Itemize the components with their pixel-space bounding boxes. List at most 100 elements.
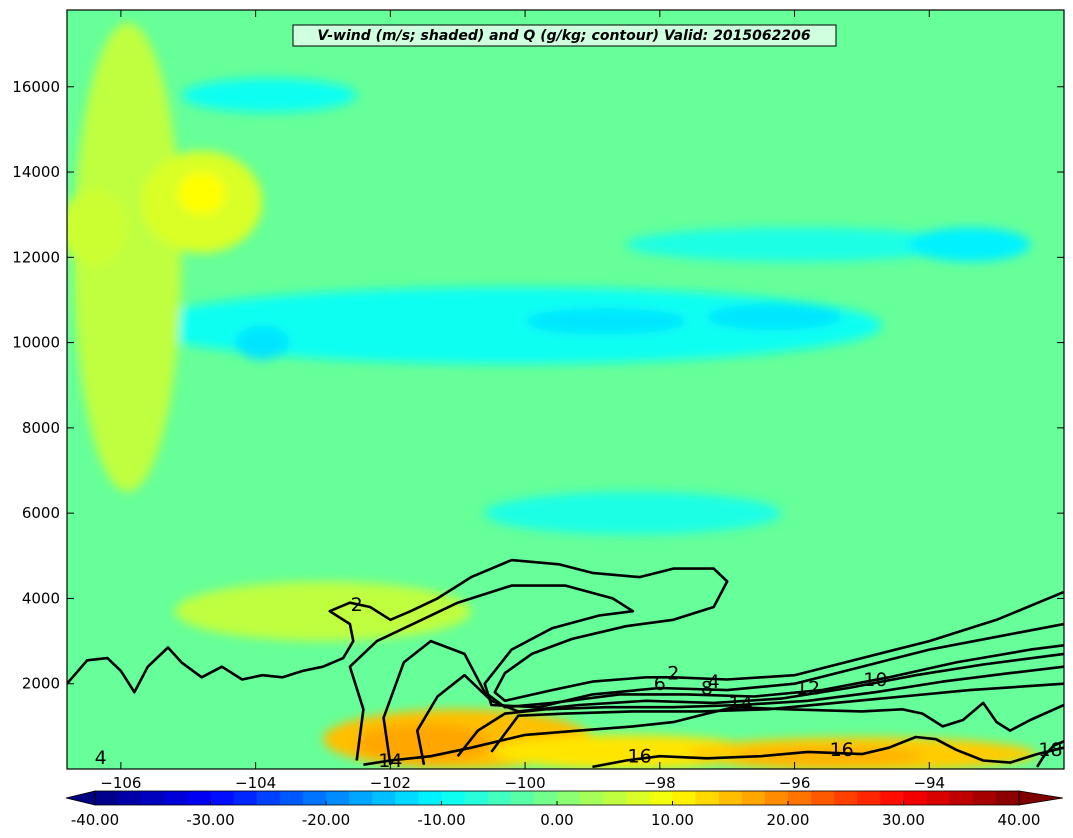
field-region <box>73 22 182 492</box>
shaded-field <box>67 10 1064 769</box>
colorbar-bin <box>926 791 951 805</box>
colorbar-bin <box>441 791 466 805</box>
y-tick-label: 10000 <box>12 334 60 352</box>
field-region <box>67 189 128 266</box>
field-region <box>909 227 1031 262</box>
x-tick-label: −100 <box>504 774 545 792</box>
colorbar-bin <box>464 791 489 805</box>
y-tick-label: 8000 <box>22 419 60 437</box>
colorbar-bin <box>349 791 373 805</box>
chart-title: V-wind (m/s; shaded) and Q (g/kg; contou… <box>317 28 810 44</box>
colorbar-bin <box>949 791 974 805</box>
colorbar-bin <box>834 791 858 805</box>
x-tick-label: −94 <box>913 774 945 792</box>
contour-q-14 <box>363 701 1064 766</box>
colorbar-bin <box>95 791 119 805</box>
field-background <box>67 10 1064 769</box>
contour-q-4 <box>348 584 1064 761</box>
contour-label: 2 <box>351 594 363 616</box>
x-tick-label: −96 <box>779 774 811 792</box>
field-region <box>484 491 782 535</box>
contour-q-6 <box>382 639 1064 765</box>
colorbar-extend-min <box>65 790 96 806</box>
x-tick-label: −98 <box>644 774 676 792</box>
colorbar-bin <box>164 791 188 805</box>
chart-title-box: V-wind (m/s; shaded) and Q (g/kg; contou… <box>292 24 837 47</box>
colorbar-tick-label: 10.00 <box>651 811 694 829</box>
contour-label: 4 <box>95 747 107 769</box>
colorbar-bin <box>857 791 881 805</box>
field-region <box>181 78 357 113</box>
field-region <box>491 734 761 769</box>
colorbar-bin <box>302 791 327 805</box>
colorbar-tick-label: 30.00 <box>882 811 925 829</box>
colorbar-bin <box>233 791 258 805</box>
colorbar: -40.00 -30.00 -20.00 -10.00 0.00 10.00 20.00 30… <box>65 790 1064 829</box>
contour-label: 16 <box>830 739 854 761</box>
x-tick-label: −104 <box>235 774 276 792</box>
colorbar-bin <box>603 791 627 805</box>
colorbar-tick-label: 0.00 <box>540 811 573 829</box>
contour-q-2 <box>67 558 1064 703</box>
colorbar-bin <box>903 791 928 805</box>
colorbar-bin <box>326 791 350 805</box>
contour-label: 12 <box>796 677 820 699</box>
colorbar-bin <box>626 791 650 805</box>
plot-frame <box>66 9 1065 770</box>
field-region <box>356 724 492 763</box>
field-region <box>141 287 883 364</box>
colorbar-bin <box>557 791 581 805</box>
y-tick-label: 6000 <box>22 504 60 522</box>
colorbar-bin <box>533 791 558 805</box>
y-tick-label: 2000 <box>22 675 60 693</box>
field-features <box>67 22 1038 769</box>
field-region <box>626 227 963 262</box>
contour-lines <box>67 558 1064 769</box>
colorbar-tick-label: -40.00 <box>71 811 119 829</box>
contour-label: 18 <box>1038 739 1062 761</box>
contour-label: 4 <box>708 671 720 693</box>
colorbar-bin <box>718 791 743 805</box>
colorbar-bin <box>695 791 720 805</box>
colorbar-bin <box>995 791 1020 805</box>
contour-label: 14 <box>729 692 753 714</box>
colorbar-bin <box>418 791 443 805</box>
contour-label: 8 <box>701 677 713 699</box>
colorbar-bin <box>118 791 142 805</box>
contour-label: 14 <box>378 750 402 772</box>
contour-labels: 2 4 6 8 10 12 14 14 16 16 18 4 2 <box>95 594 1063 772</box>
colorbar-bin <box>741 791 766 805</box>
y-axis: 2000 4000 6000 8000 10000 12000 14000 16000 <box>12 78 1064 693</box>
colorbar-bin <box>880 791 905 805</box>
field-region <box>235 325 290 360</box>
colorbar-bin <box>395 791 419 805</box>
x-tick-label: −106 <box>100 774 141 792</box>
contour-q-8 <box>416 652 1064 765</box>
colorbar-bin <box>187 791 212 805</box>
contour-q-10 <box>456 665 1064 758</box>
colorbar-bin <box>510 791 535 805</box>
colorbar-bin <box>788 791 812 805</box>
contour-q-18 <box>1035 740 1064 768</box>
colorbar-bin <box>487 791 512 805</box>
colorbar-tick-label: -30.00 <box>186 811 234 829</box>
contour-label: 6 <box>654 673 666 695</box>
colorbar-bin <box>210 791 235 805</box>
colorbar-bin <box>372 791 396 805</box>
colorbar-bin <box>141 791 165 805</box>
colorbar-tick-label: 40.00 <box>998 811 1041 829</box>
colorbar-tick-label: -20.00 <box>302 811 350 829</box>
contour-q-12 <box>490 682 1064 753</box>
colorbar-tick-label: -10.00 <box>417 811 465 829</box>
x-axis: −106 −104 −102 −100 −98 −96 −94 <box>100 10 945 792</box>
contour-label: 2 <box>667 662 679 684</box>
y-tick-label: 16000 <box>12 78 60 96</box>
y-tick-label: 14000 <box>12 163 60 181</box>
colorbar-bin <box>811 791 835 805</box>
x-tick-label: −102 <box>370 774 411 792</box>
colorbar-tick-label: 20.00 <box>767 811 810 829</box>
field-region <box>178 172 226 215</box>
colorbar-bin <box>649 791 674 805</box>
field-region <box>174 581 472 642</box>
